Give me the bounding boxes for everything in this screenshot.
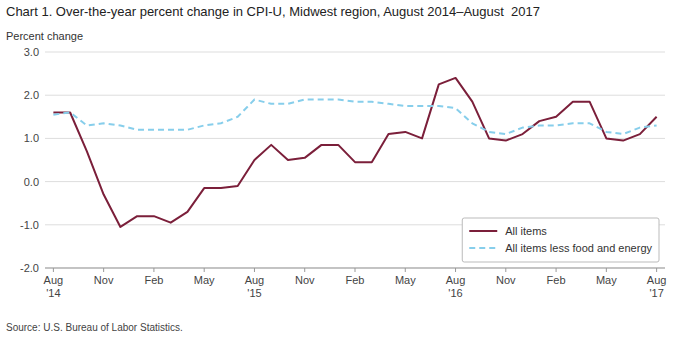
x-tick-label: Nov <box>94 274 114 286</box>
y-axis-label: Percent change <box>6 30 83 42</box>
x-tick <box>556 268 557 272</box>
x-tick-label: Aug'16 <box>446 274 466 299</box>
grid-line <box>45 95 665 96</box>
x-tick <box>505 268 506 272</box>
grid-line <box>45 181 665 182</box>
series-line <box>53 78 656 227</box>
legend-swatch <box>469 230 497 232</box>
source: Source: U.S. Bureau of Labor Statistics. <box>6 322 183 333</box>
x-tick-label: Aug'17 <box>647 274 667 299</box>
y-tick-label: -1.0 <box>20 219 39 231</box>
legend-box <box>462 218 659 262</box>
plot-area <box>53 78 656 227</box>
y-axis: -2.0 -1.0 0.0 1.0 2.0 3.0 <box>20 46 665 274</box>
x-tick-label: Nov <box>295 274 315 286</box>
x-tick-label: May <box>395 274 416 286</box>
y-tick-label: 1.0 <box>24 132 39 144</box>
y-tick-label: -2.0 <box>20 262 39 274</box>
y-tick-label: 2.0 <box>24 89 39 101</box>
grid-line <box>45 138 665 139</box>
x-tick <box>254 268 255 272</box>
series-line <box>53 100 656 135</box>
x-tick-label: May <box>596 274 617 286</box>
legend: All items All items less food and energy <box>462 218 659 262</box>
x-tick <box>304 268 305 272</box>
x-tick-label: Feb <box>144 274 163 286</box>
y-tick-label: 3.0 <box>24 46 39 58</box>
x-tick-label: Feb <box>547 274 566 286</box>
title: Chart 1. Over-the-year percent change in… <box>6 4 540 19</box>
grid-line <box>45 52 665 53</box>
x-tick-label: Nov <box>496 274 516 286</box>
x-tick-label: Aug'14 <box>44 274 64 299</box>
x-tick <box>53 268 54 272</box>
x-tick <box>153 268 154 272</box>
x-axis: Aug'14 Nov Feb May Aug'15 Nov Feb May Aug'16 Nov F… <box>44 268 667 299</box>
legend-swatch <box>469 247 497 249</box>
x-tick <box>656 268 657 272</box>
x-tick <box>103 268 104 272</box>
legend-label: All items <box>505 225 547 237</box>
x-tick <box>405 268 406 272</box>
x-tick <box>204 268 205 272</box>
x-tick-label: Aug'15 <box>245 274 265 299</box>
x-tick-label: Feb <box>346 274 365 286</box>
x-tick-label: May <box>194 274 215 286</box>
legend-label: All items less food and energy <box>505 242 652 254</box>
x-tick <box>355 268 356 272</box>
chart: Chart 1. Over-the-year percent change in… <box>0 0 678 337</box>
y-tick-label: 0.0 <box>24 176 39 188</box>
x-tick <box>455 268 456 272</box>
x-tick <box>606 268 607 272</box>
